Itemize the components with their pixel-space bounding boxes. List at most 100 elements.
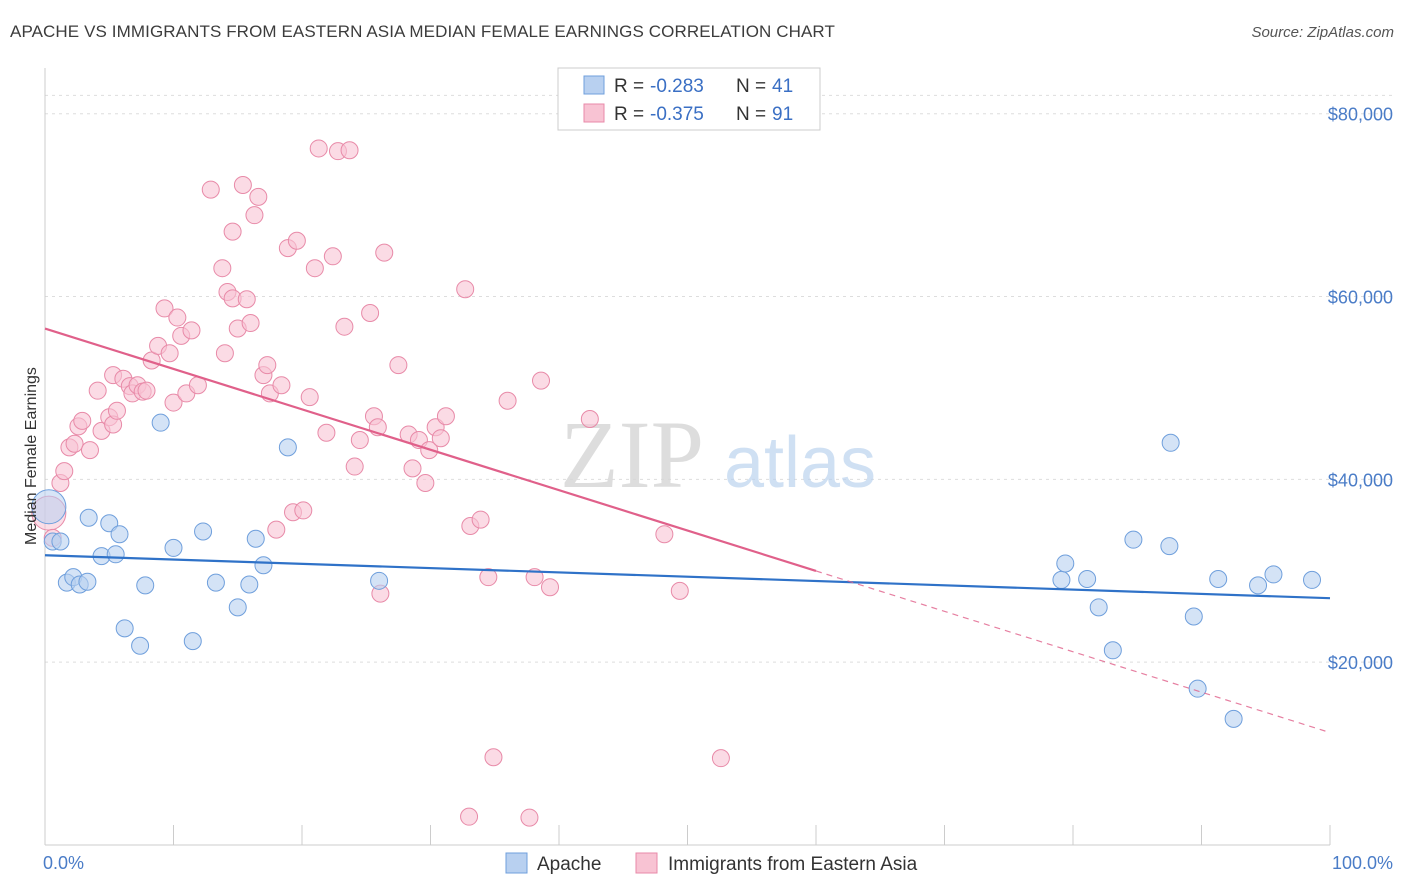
apache-point (1124, 530, 1143, 549)
immigrants-point (389, 356, 408, 375)
immigrants-point (267, 520, 286, 539)
immigrants-point (168, 308, 187, 327)
immigrants-point (323, 247, 342, 266)
apache-point (1052, 570, 1071, 589)
apache-point (131, 636, 150, 655)
immigrants-point (294, 501, 313, 520)
bottom-legend: Apache Immigrants from Eastern Asia (505, 852, 918, 875)
apache-point (1224, 709, 1243, 728)
immigrants-trend-line-extension (815, 570, 1331, 734)
immigrants-point (258, 356, 277, 375)
legend-r-label-apache: R = (614, 76, 644, 97)
y-tick-label: $20,000 (1328, 653, 1393, 673)
x-tick-label-min: 0.0% (43, 853, 84, 873)
bottom-legend-swatch-apache (505, 852, 528, 874)
legend-r-value-apache: -0.283 (650, 76, 704, 97)
immigrants-point (711, 749, 730, 768)
immigrants-point (237, 290, 256, 309)
apache-point (254, 556, 273, 575)
immigrants-point (431, 429, 450, 448)
y-tick-label: $40,000 (1328, 470, 1393, 490)
legend-n-value-apache: 41 (772, 76, 793, 97)
immigrants-point (670, 581, 689, 600)
apache-point (78, 572, 97, 591)
legend-n-label-apache: N = (736, 76, 766, 97)
immigrants-point (471, 510, 490, 529)
immigrants-point (361, 303, 380, 322)
apache-point (278, 438, 297, 457)
y-tick-labels: $20,000 $40,000 $60,000 $80,000 (1328, 105, 1393, 673)
immigrants-point (73, 411, 92, 430)
legend-n-value-immigrants: 91 (772, 104, 793, 125)
immigrants-point (479, 568, 498, 587)
immigrants-point (375, 243, 394, 262)
immigrants-point (532, 371, 551, 390)
immigrants-point (160, 344, 179, 363)
immigrants-point (233, 176, 252, 195)
legend: R = -0.283 N = 41 R = -0.375 N = 91 (557, 67, 821, 131)
apache-point (1264, 565, 1283, 584)
immigrants-point (436, 407, 455, 426)
apache-point (194, 522, 213, 541)
apache-point (31, 489, 67, 525)
apache-point (79, 508, 98, 527)
immigrants-point (345, 457, 364, 476)
immigrants-point (309, 139, 328, 158)
trend-lines (44, 327, 1331, 734)
legend-n-label-immigrants: N = (736, 104, 766, 125)
apache-point (240, 575, 259, 594)
watermark: ZIP atlas (560, 401, 876, 508)
immigrants-point (520, 808, 539, 827)
apache-point (1209, 569, 1228, 588)
immigrants-point (241, 314, 260, 333)
apache-point (1103, 641, 1122, 660)
immigrants-point (655, 525, 674, 544)
apache-point (1089, 598, 1108, 617)
immigrants-point (340, 141, 359, 160)
immigrants-point (456, 280, 475, 299)
chart-title: APACHE VS IMMIGRANTS FROM EASTERN ASIA M… (10, 22, 835, 41)
apache-point (1056, 554, 1075, 573)
immigrants-point (155, 299, 174, 318)
y-tick-label: $80,000 (1328, 105, 1393, 125)
apache-point (183, 632, 202, 651)
immigrants-point (80, 441, 99, 460)
immigrants-point (164, 393, 183, 412)
apache-point (106, 545, 125, 564)
apache-point (115, 619, 134, 638)
legend-r-label-immigrants: R = (614, 104, 644, 125)
apache-point (1161, 433, 1180, 452)
apache-point (164, 538, 183, 557)
x-tick-label-max: 100.0% (1332, 853, 1393, 873)
watermark-atlas: atlas (724, 423, 876, 503)
immigrants-point (272, 376, 291, 395)
apache-point (246, 529, 265, 548)
immigrants-point (137, 381, 156, 400)
bottom-legend-swatch-immigrants (635, 852, 658, 874)
immigrants-point (287, 231, 306, 250)
legend-swatch-immigrants (583, 103, 605, 123)
immigrants-point (88, 381, 107, 400)
immigrants-point (201, 180, 220, 199)
apache-point (1160, 537, 1179, 556)
axes (44, 68, 1331, 846)
apache-point (1078, 569, 1097, 588)
apache-trend-line (44, 554, 1331, 600)
apache-point (228, 598, 247, 617)
immigrants-point (65, 434, 84, 453)
immigrants-point (416, 474, 435, 493)
immigrants-point (213, 259, 232, 278)
apache-point (1184, 607, 1203, 626)
immigrants-point (249, 187, 268, 206)
apache-points (31, 413, 1322, 728)
apache-point (1249, 576, 1268, 595)
legend-r-value-immigrants: -0.375 (650, 104, 704, 125)
immigrants-point (223, 222, 242, 241)
bottom-legend-label-apache: Apache (537, 854, 601, 875)
immigrants-point (350, 431, 369, 450)
immigrants-point (541, 578, 560, 597)
immigrants-point (460, 807, 479, 826)
apache-point (151, 413, 170, 432)
immigrants-point (182, 321, 201, 340)
